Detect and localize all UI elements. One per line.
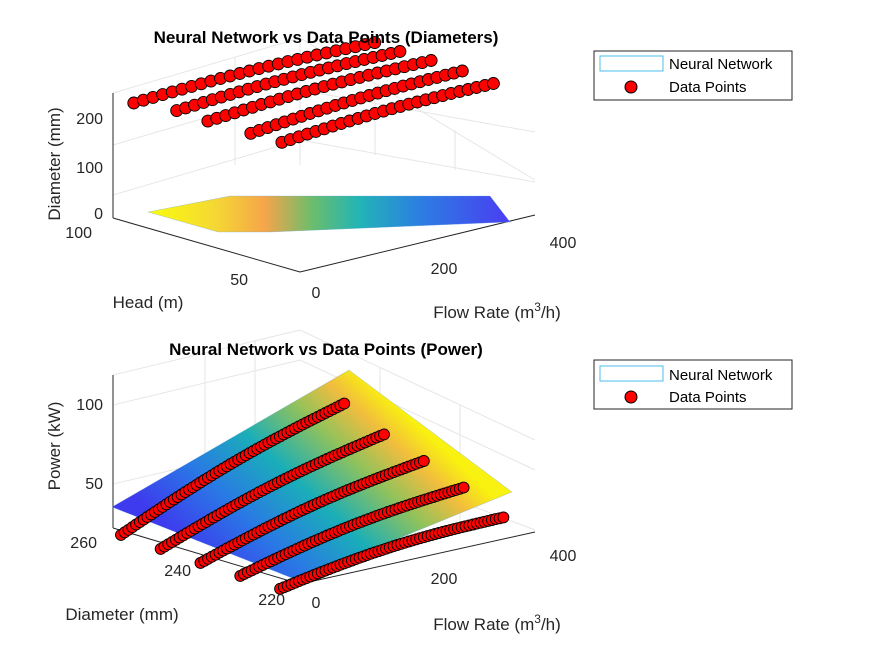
plot2-xtick-0: 0 — [312, 595, 321, 612]
plot2-ztick-50: 50 — [85, 476, 103, 493]
plot1-zlabel: Diameter (mm) — [45, 107, 64, 220]
plot1-legend: Neural Network Data Points — [593, 50, 793, 101]
plot2-ztick-100: 100 — [76, 397, 103, 414]
plot2-legend-points-marker — [624, 390, 638, 404]
plot1-ylabel: Head (m) — [113, 293, 184, 312]
plot1-legend-points-label: Data Points — [669, 79, 747, 96]
plot1-legend-points-marker — [624, 80, 638, 94]
plot1-legend-surface-swatch — [599, 55, 664, 72]
plot1-xtick-400: 400 — [550, 235, 577, 252]
plot1-ztick-200: 200 — [76, 111, 103, 128]
plot2-title: Neural Network vs Data Points (Power) — [169, 340, 483, 359]
plot1-ytick-50: 50 — [230, 272, 248, 289]
plot1-legend-surface-label: Neural Network — [669, 56, 773, 73]
plot2-xtick-400: 400 — [550, 548, 577, 565]
plot1-point-2-25 — [424, 54, 438, 67]
plot2-ytick-240: 240 — [164, 563, 191, 580]
plot1-title: Neural Network vs Data Points (Diameters… — [154, 28, 499, 47]
plot2-surface — [111, 369, 513, 581]
plot2-point-3-59 — [457, 481, 470, 494]
plot1-ztick-0: 0 — [94, 206, 103, 223]
plot1-point-1-25 — [393, 45, 407, 58]
plot2-xtick-200: 200 — [431, 571, 458, 588]
plot2-ytick-260: 260 — [70, 535, 97, 552]
plot1-xlabel: Flow Rate (m3/h) — [433, 300, 561, 322]
plot2-data-points — [115, 397, 510, 595]
plot2-legend-surface-label: Neural Network — [669, 367, 773, 384]
plot1-xtick-0: 0 — [312, 285, 321, 302]
plot2-point-2-59 — [417, 455, 430, 467]
plot1-surface — [147, 195, 511, 233]
plot1-data-points — [127, 36, 500, 149]
plot1-xtick-200: 200 — [431, 261, 458, 278]
plot2-legend-points-label: Data Points — [669, 389, 747, 406]
plot2-axes: 100 50 260 240 220 0 200 400 Power (kW) … — [45, 329, 577, 634]
plot2-point-4-59 — [497, 511, 510, 524]
plot2-ylabel: Diameter (mm) — [65, 605, 178, 624]
plot1-point-4-25 — [486, 77, 500, 90]
plot2-legend-surface-swatch — [599, 365, 664, 382]
plot2-legend: Neural Network Data Points — [593, 359, 793, 410]
plot1-ztick-100: 100 — [76, 160, 103, 177]
plot1-axes: 200 100 0 100 50 0 200 400 Diameter (mm)… — [45, 28, 576, 322]
plot2-point-1-59 — [378, 428, 390, 441]
plot2-xlabel: Flow Rate (m3/h) — [433, 612, 561, 634]
plot2-point-0-59 — [338, 397, 351, 410]
plot1-ytick-100: 100 — [65, 225, 92, 242]
plot2-zlabel: Power (kW) — [45, 402, 64, 491]
plot1-point-3-25 — [455, 64, 469, 78]
plot1-axis-lines — [112, 93, 536, 273]
plot1-point-0-25 — [368, 36, 382, 50]
plot2-ytick-220: 220 — [258, 592, 285, 609]
